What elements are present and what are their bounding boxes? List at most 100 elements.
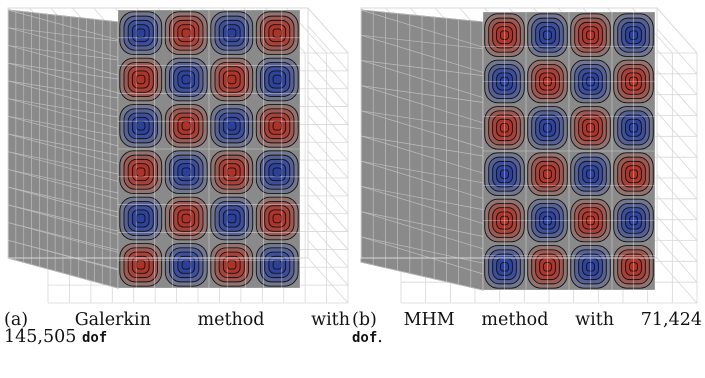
a-mesh-diag xyxy=(7,204,119,235)
a-contour-line xyxy=(227,167,237,177)
a-contour-line xyxy=(136,74,146,85)
caption-b-period: . xyxy=(377,327,383,347)
b-wire-line xyxy=(656,216,698,262)
caption-b-word-3: with xyxy=(575,310,615,330)
b-wire-line xyxy=(656,132,698,179)
b-mesh-line xyxy=(360,186,484,210)
a-wire-line xyxy=(307,25,349,72)
a-wire-line xyxy=(307,97,349,143)
caption-a-dof-count: 145,505 xyxy=(4,327,77,347)
caption-a-line2: 145,505 dof xyxy=(4,327,350,347)
b-mesh-diag xyxy=(360,186,484,224)
b-wire-line xyxy=(656,91,698,137)
a-wire-front xyxy=(7,7,309,259)
a-contour-line xyxy=(227,121,237,131)
caption-a-word-3: with xyxy=(311,310,350,330)
a-contour-line xyxy=(272,213,282,224)
b-wire-line xyxy=(656,28,698,75)
b-wire-line xyxy=(656,49,698,95)
a-mode-cell xyxy=(164,196,208,241)
a-mode-cell xyxy=(255,104,299,148)
a-mesh-diag xyxy=(7,222,119,253)
a-wire-line xyxy=(307,132,349,179)
a-mode-cell xyxy=(210,243,254,287)
a-contour-line xyxy=(181,74,191,85)
a-wire-line xyxy=(307,79,349,125)
a-wire-line xyxy=(307,257,349,304)
a-wire-line xyxy=(307,239,349,286)
caption-a-dof: dof xyxy=(81,330,108,346)
b-wire-line xyxy=(656,174,698,220)
a-wire-line xyxy=(307,168,349,214)
a-mode-cell xyxy=(210,196,254,241)
a-mode-cell xyxy=(164,104,208,148)
caption-b: (b) MHM method with 71,424 dof. xyxy=(352,310,702,347)
a-contour-line xyxy=(227,74,237,85)
a-mode-cell xyxy=(210,104,254,148)
a-contour-line xyxy=(272,28,282,38)
a-contour-line xyxy=(181,213,191,224)
a-wire-outline xyxy=(7,7,309,259)
a-contour-line xyxy=(136,28,146,38)
a-contour-line xyxy=(181,167,191,177)
a-scene xyxy=(7,7,349,304)
a-mode-cell xyxy=(255,11,299,55)
b-mesh-diag xyxy=(360,135,484,174)
caption-b-line2: dof. xyxy=(352,327,702,347)
a-wire-line xyxy=(307,186,349,232)
b-mesh-line xyxy=(360,261,484,291)
caption-a-word-2: method xyxy=(197,310,265,330)
b-wire-line xyxy=(656,257,698,304)
b-mesh-line xyxy=(360,135,484,157)
a-mode-cell xyxy=(164,57,208,102)
a-wire-line xyxy=(307,204,349,250)
a-mode-cell xyxy=(210,57,254,102)
b-wire-line xyxy=(656,7,698,54)
a-mesh-diag xyxy=(7,133,119,165)
a-contour-line xyxy=(272,167,282,177)
b-wire-line xyxy=(656,70,698,116)
caption-b-dof: dof xyxy=(352,330,378,346)
a-contour-line xyxy=(272,74,282,85)
caption-b-prefix: (b) xyxy=(352,310,377,330)
a-mode-cell xyxy=(255,150,299,194)
a-mode-cell xyxy=(255,57,299,102)
a-mode-cell xyxy=(255,243,299,287)
a-mode-cell xyxy=(119,150,163,194)
caption-a: (a) Galerkin method with 145,505 dof xyxy=(4,310,350,347)
a-contour-line xyxy=(136,260,146,270)
panel-b-cube xyxy=(353,0,705,310)
caption-b-line1: (b) MHM method with 71,424 xyxy=(352,310,702,330)
a-solid-mesh xyxy=(7,9,119,289)
mhm-cube-render xyxy=(360,7,698,304)
a-mesh-diag xyxy=(7,239,119,271)
caption-a-prefix: (a) xyxy=(4,310,29,330)
caption-a-line1: (a) Galerkin method with xyxy=(4,310,350,330)
a-contour-line xyxy=(136,213,146,224)
b-wire-line xyxy=(656,111,698,158)
a-mode-cell xyxy=(255,196,299,241)
a-mesh-line xyxy=(7,204,119,232)
a-wire-line xyxy=(307,61,349,107)
a-contour-line xyxy=(181,121,191,131)
a-mesh-line xyxy=(7,222,119,251)
galerkin-cube-render xyxy=(7,7,349,304)
a-mode-cell xyxy=(164,243,208,287)
panel-a-cube xyxy=(0,0,350,310)
b-plane-mesh xyxy=(482,11,656,291)
a-contour-line xyxy=(136,121,146,131)
a-mode-cell xyxy=(210,11,254,55)
a-mesh-line xyxy=(7,151,119,175)
b-wire-line xyxy=(656,195,698,241)
a-mesh-diag xyxy=(7,186,119,218)
a-mesh-line xyxy=(7,257,119,289)
caption-b-word-1: MHM xyxy=(403,310,455,330)
a-wire-line xyxy=(307,114,349,161)
a-mode-cell xyxy=(164,150,208,194)
a-contour-line xyxy=(272,121,282,131)
b-wire-outline xyxy=(360,7,658,259)
a-wire-line xyxy=(307,43,349,89)
a-mode-cell xyxy=(210,150,254,194)
b-mesh-diag xyxy=(360,211,484,250)
a-contour-line xyxy=(272,260,282,270)
